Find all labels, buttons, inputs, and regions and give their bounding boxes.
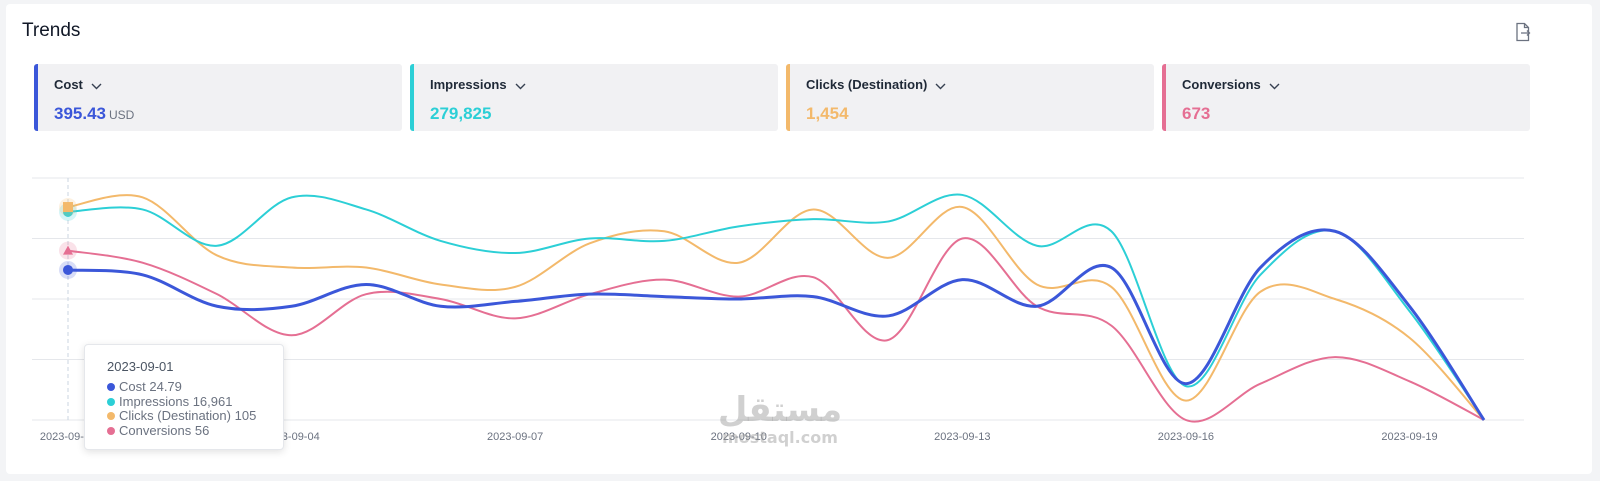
watermark: مستقل mostaql.com (715, 392, 845, 447)
watermark-arabic: مستقل (717, 390, 843, 430)
tooltip-label: Clicks (Destination) (119, 408, 231, 423)
x-tick-label: 2023-09-01 (40, 431, 96, 443)
x-tick-label: 2023-09-07 (487, 431, 543, 443)
metric-color-bar (34, 64, 38, 131)
tooltip-row-impressions: Impressions 16,961 (107, 393, 283, 410)
chevron-down-icon[interactable] (1269, 78, 1280, 93)
metric-value-text: 673 (1182, 104, 1211, 123)
x-tick-label: 2023-09-19 (1381, 431, 1437, 443)
metric-unit: USD (109, 108, 135, 122)
x-tick-label: 2023-09-10 (711, 431, 767, 443)
series-line-conversions (67, 237, 1485, 423)
tooltip-value: 105 (234, 408, 257, 423)
tooltip-label: Cost (119, 379, 146, 394)
series-line-impressions (67, 193, 1485, 421)
tooltip-row-cost: Cost 24.79 (107, 379, 283, 395)
chart-tooltip: 2023-09-01 Cost 24.79 Impressions 16,961… (84, 344, 284, 450)
metric-label: Impressions (430, 77, 526, 93)
file-export-icon[interactable] (1514, 22, 1532, 42)
metric-label-text: Conversions (1182, 77, 1261, 92)
metric-value-text: 395.43 (54, 104, 106, 123)
tooltip-row-conversions: Conversions 56 (107, 422, 283, 439)
metric-color-bar (1162, 64, 1166, 131)
x-tick-label: 2023-09-16 (1158, 431, 1214, 443)
metric-label-text: Impressions (430, 77, 507, 92)
metric-value: 673 (1182, 104, 1210, 124)
tooltip-value: 24.79 (149, 379, 182, 394)
marker-triangle (63, 245, 73, 255)
metric-value: 279,825 (430, 104, 491, 124)
metric-card-clicks[interactable]: Clicks (Destination) 1,454 (786, 64, 1154, 131)
tooltip-value: 56 (194, 422, 210, 438)
chevron-down-icon[interactable] (91, 78, 102, 93)
metric-value: 1,454 (806, 104, 849, 124)
series-line-cost (67, 228, 1486, 421)
metric-color-bar (786, 64, 790, 131)
metric-label: Clicks (Destination) (806, 77, 946, 93)
legend-dot (107, 426, 115, 435)
metric-card-conversions[interactable]: Conversions 673 (1162, 64, 1530, 131)
tooltip-date: 2023-09-01 (107, 359, 174, 374)
chevron-down-icon[interactable] (515, 78, 526, 93)
series-line-clicks-destination (67, 194, 1485, 421)
tooltip-label: Conversions (119, 422, 192, 438)
tooltip-label: Impressions (119, 393, 190, 409)
metric-label: Cost (54, 77, 102, 93)
x-tick-label: 2023-09-13 (934, 431, 990, 443)
metric-value: 395.43 USD (54, 104, 134, 124)
tooltip-row-clicks: Clicks (Destination) 105 (107, 408, 283, 424)
metric-value-text: 279,825 (430, 104, 492, 123)
metric-value-text: 1,454 (806, 104, 849, 123)
metric-label-text: Cost (54, 77, 83, 92)
page-title: Trends (22, 20, 81, 41)
chevron-down-icon[interactable] (935, 78, 946, 93)
metric-card-impressions[interactable]: Impressions 279,825 (410, 64, 778, 131)
tooltip-value: 16,961 (192, 393, 233, 409)
metric-label: Conversions (1182, 77, 1280, 93)
marker-circle (63, 264, 73, 275)
metric-label-text: Clicks (Destination) (806, 77, 928, 92)
marker-square (63, 202, 73, 213)
metric-color-bar (410, 64, 414, 131)
legend-dot (107, 412, 115, 420)
watermark-latin: mostaql.com (722, 428, 838, 447)
legend-dot (107, 397, 115, 406)
metric-card-cost[interactable]: Cost 395.43 USD (34, 64, 402, 131)
legend-dot (107, 383, 115, 391)
